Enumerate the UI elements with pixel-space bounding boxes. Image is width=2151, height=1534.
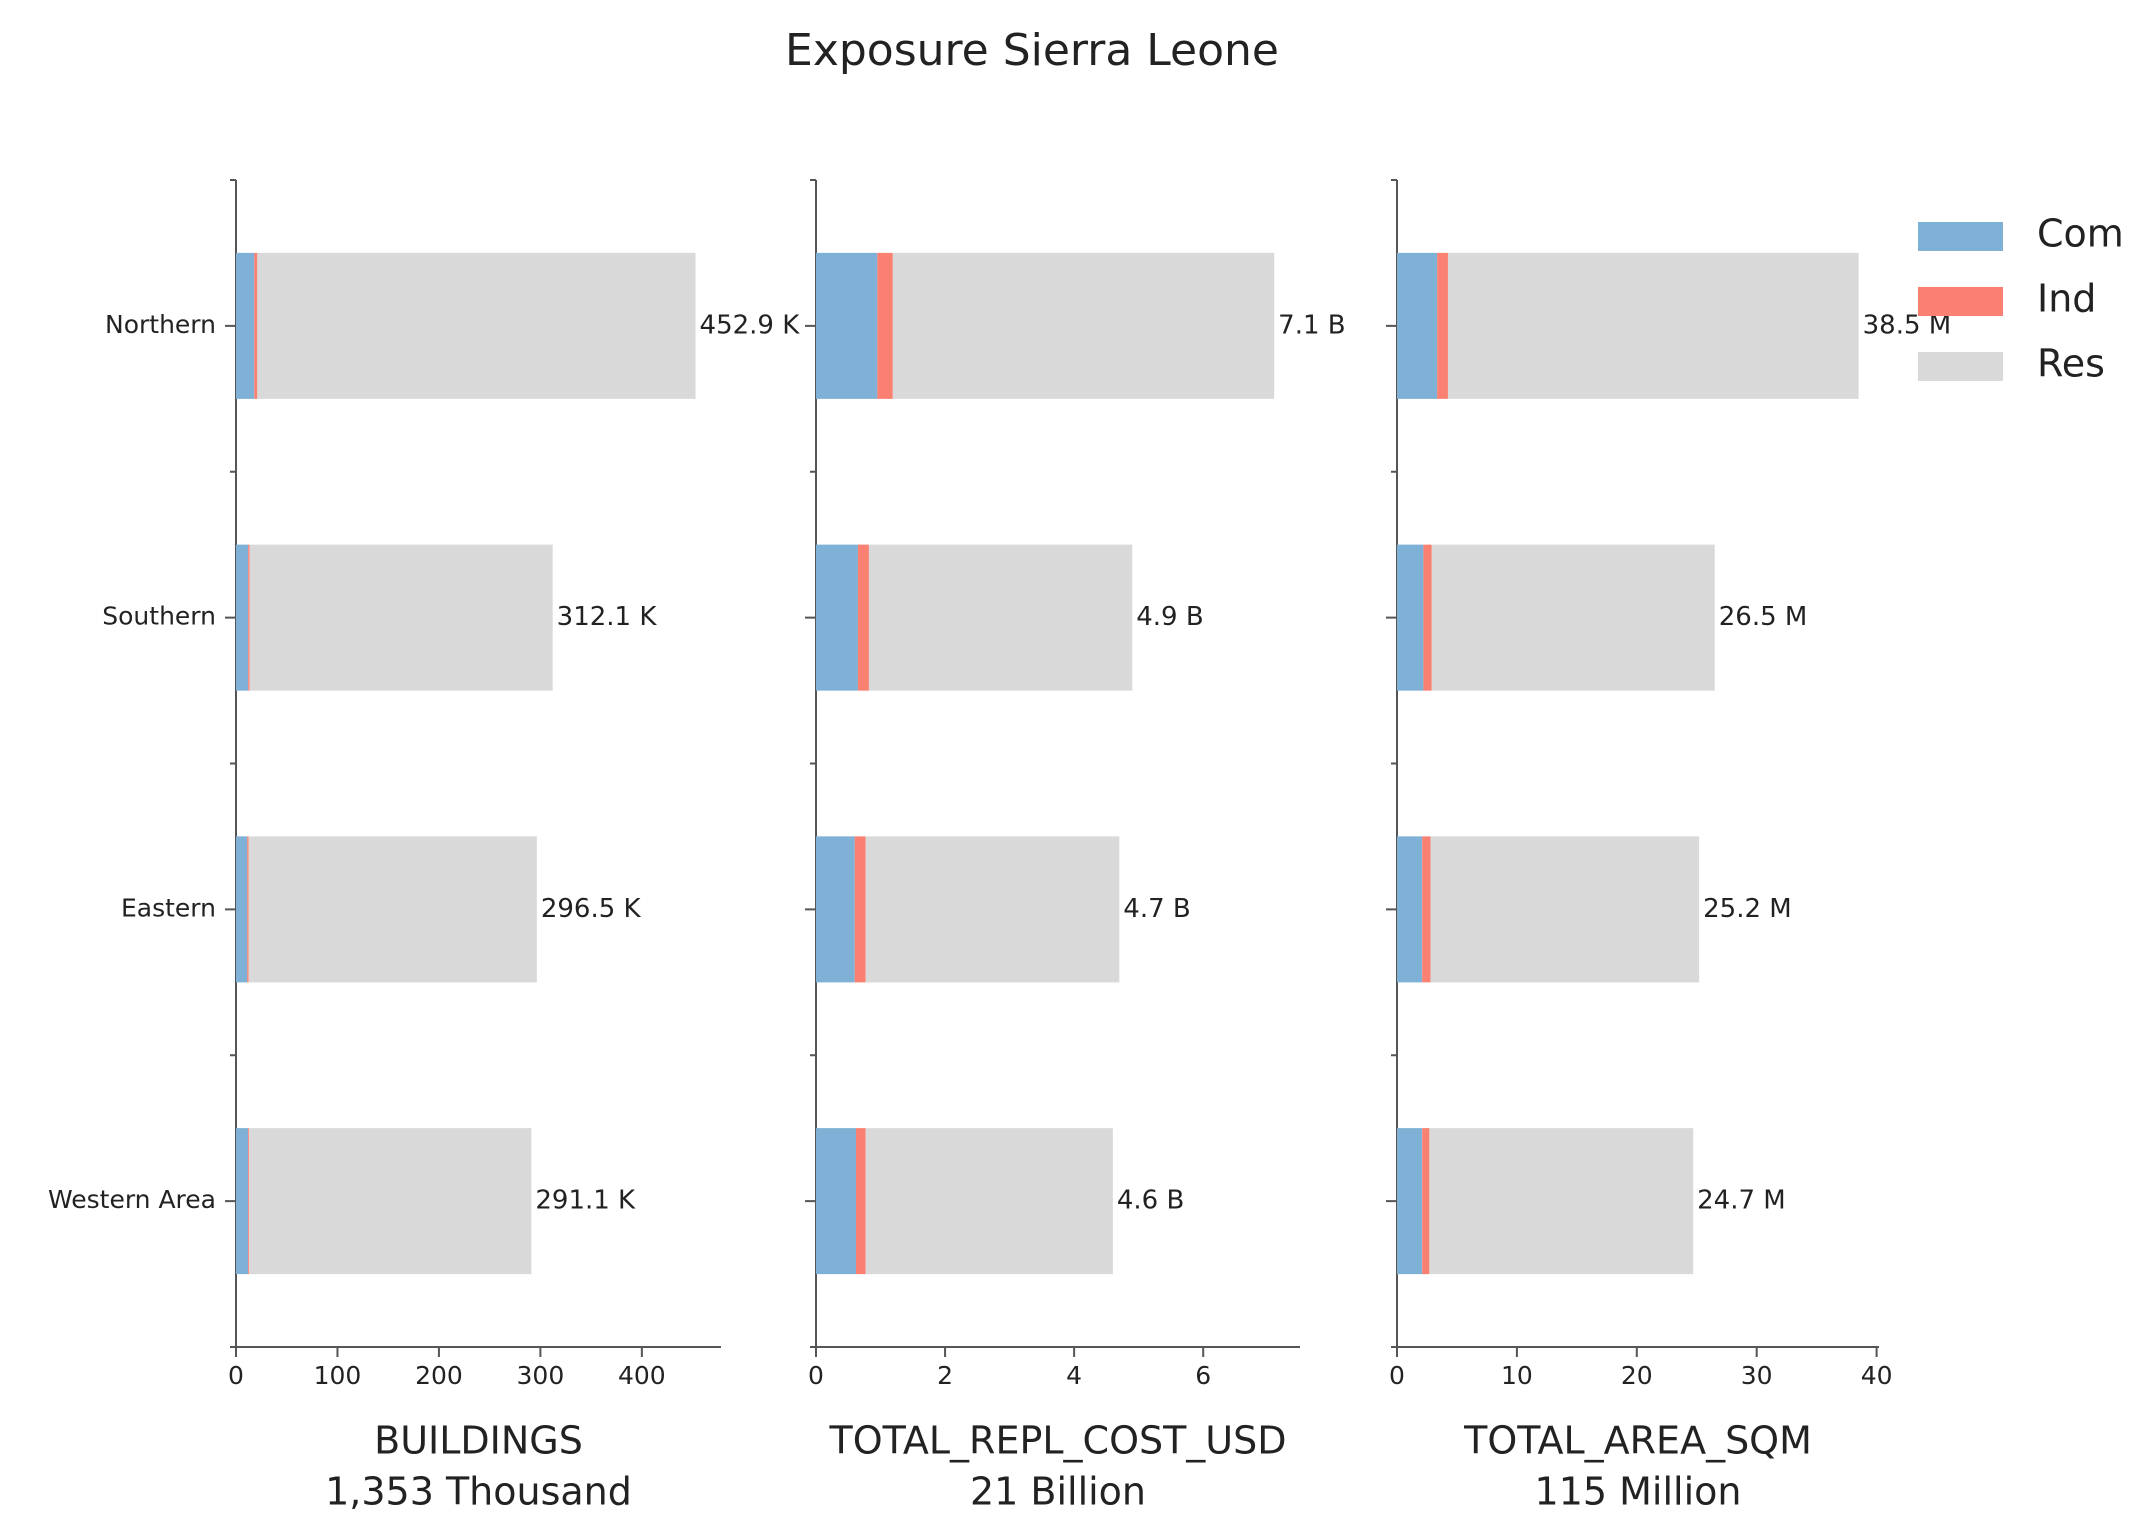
bar-segment [1429, 1128, 1694, 1275]
bar-segment [254, 252, 258, 399]
bar-segment [247, 836, 249, 983]
bar-segment [865, 1128, 1113, 1275]
bar-segment [248, 836, 537, 983]
bar-segment [249, 544, 553, 691]
x-tick-label: 2 [937, 1361, 953, 1390]
bar-segment [816, 252, 878, 399]
bar-segment [1423, 544, 1432, 691]
x-tick-label: 6 [1195, 1361, 1211, 1390]
bar-segment [1430, 836, 1700, 983]
x-tick-label: 4 [1066, 1361, 1082, 1390]
bar-segment [865, 836, 1120, 983]
value-label: 291.1 K [535, 1186, 636, 1216]
value-label: 452.9 K [700, 310, 801, 340]
bar-segment [868, 544, 1133, 691]
bar-segment [1422, 1128, 1430, 1275]
x-tick-label: 300 [517, 1361, 565, 1390]
x-tick-label: 40 [1861, 1361, 1893, 1390]
x-axis-label: BUILDINGS [374, 1419, 583, 1463]
x-tick-label: 0 [1389, 1361, 1405, 1390]
bar-segment [236, 544, 249, 691]
y-tick-label: Southern [102, 602, 216, 631]
bar-segment [248, 544, 250, 691]
bar-segment [248, 1128, 250, 1275]
value-label: 25.2 M [1703, 894, 1792, 924]
y-tick-label: Western Area [48, 1185, 216, 1214]
legend-label: Com [2037, 212, 2124, 256]
bar-segment [877, 252, 893, 399]
x-tick-label: 20 [1621, 1361, 1653, 1390]
legend-swatch [1918, 352, 2003, 381]
value-label: 24.7 M [1697, 1186, 1786, 1216]
bar-segment [1397, 836, 1423, 983]
bar-segment [249, 1128, 532, 1275]
x-tick-label: 0 [228, 1361, 244, 1390]
bar-segment [1431, 544, 1715, 691]
bar-segment [1437, 252, 1448, 399]
x-tick-label: 0 [808, 1361, 824, 1390]
bar-segment [857, 544, 869, 691]
value-label: 312.1 K [557, 602, 658, 632]
x-axis-sublabel: 21 Billion [970, 1470, 1146, 1514]
bar-segment [816, 544, 858, 691]
bar-segment [257, 252, 696, 399]
y-tick-label: Eastern [121, 893, 216, 922]
x-axis-sublabel: 115 Million [1535, 1470, 1742, 1514]
value-label: 26.5 M [1719, 602, 1808, 632]
bar-segment [816, 836, 855, 983]
value-label: 4.6 B [1117, 1186, 1184, 1216]
bar-segment [236, 836, 248, 983]
legend-label: Ind [2037, 277, 2096, 321]
x-tick-label: 10 [1501, 1361, 1533, 1390]
chart-title: Exposure Sierra Leone [785, 25, 1279, 76]
value-label: 296.5 K [541, 894, 642, 924]
bar-segment [1397, 1128, 1423, 1275]
bar-segment [1397, 544, 1424, 691]
bar-segment [236, 1128, 249, 1275]
value-label: 7.1 B [1278, 310, 1345, 340]
x-axis-label: TOTAL_REPL_COST_USD [828, 1419, 1286, 1463]
bar-segment [1397, 252, 1438, 399]
bar-segment [892, 252, 1275, 399]
y-tick-label: Northern [105, 310, 216, 339]
bar-segment [856, 1128, 866, 1275]
value-label: 4.7 B [1123, 894, 1190, 924]
legend-swatch [1918, 222, 2003, 251]
x-axis-sublabel: 1,353 Thousand [325, 1470, 632, 1514]
x-tick-label: 200 [415, 1361, 463, 1390]
x-tick-label: 30 [1741, 1361, 1773, 1390]
value-label: 4.9 B [1136, 602, 1203, 632]
bar-segment [1422, 836, 1431, 983]
legend-swatch [1918, 287, 2003, 316]
x-tick-label: 100 [314, 1361, 362, 1390]
x-axis-label: TOTAL_AREA_SQM [1463, 1419, 1812, 1463]
bar-segment [1447, 252, 1859, 399]
bar-segment [236, 252, 255, 399]
x-tick-label: 400 [618, 1361, 666, 1390]
bar-segment [854, 836, 866, 983]
bar-segment [816, 1128, 857, 1275]
legend-label: Res [2037, 342, 2105, 386]
